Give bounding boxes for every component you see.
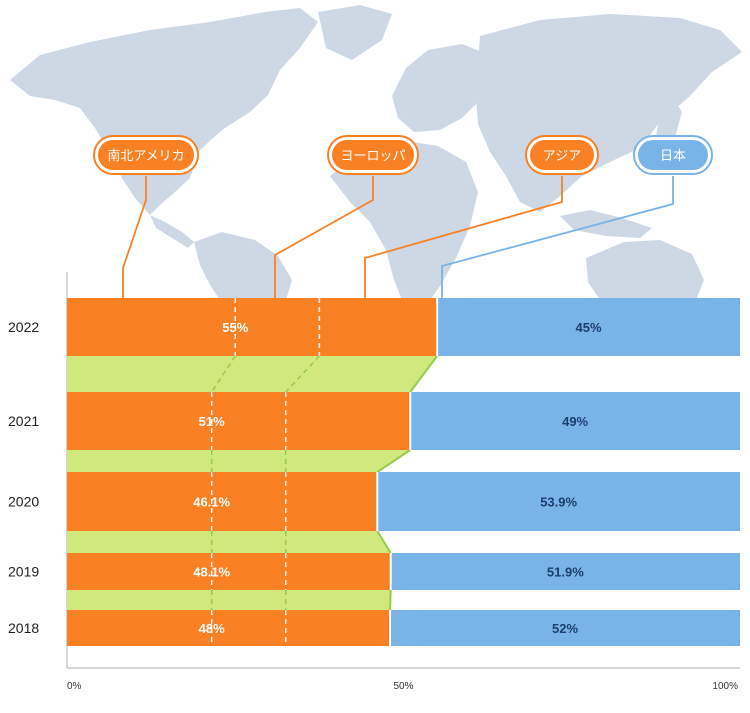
- callout-pill: [98, 140, 194, 170]
- region-divider-dashed-connector: [211, 355, 236, 393]
- europe-landmass: [392, 44, 500, 132]
- callout-label: 日本: [660, 148, 686, 163]
- year-tick-label: 2020: [8, 494, 39, 510]
- bar-connector-edge: [389, 589, 392, 611]
- japan-value-label: 51.9%: [547, 565, 584, 580]
- bar-connector-band: [67, 450, 411, 472]
- bar-connector-edge: [376, 449, 411, 473]
- callout-leader-line: [364, 176, 563, 298]
- callout-label: アジア: [543, 148, 581, 163]
- callout-pill: [638, 140, 708, 170]
- overseas-value-label: 48.1%: [193, 565, 230, 580]
- overseas-value-label: 55%: [222, 320, 248, 335]
- overseas-value-label: 51%: [199, 414, 225, 429]
- callout-label: 南北アメリカ: [107, 148, 184, 163]
- overseas-value-label: 48%: [199, 621, 225, 636]
- north-america-landmass: [10, 8, 318, 215]
- overseas-bar-segment: [67, 553, 391, 590]
- overseas-bar-segment: [67, 298, 438, 356]
- bar-connector-band: [67, 356, 438, 392]
- callout-pill: [530, 140, 594, 170]
- japan-bar-segment: [390, 610, 740, 646]
- bar-connector-band: [67, 531, 391, 553]
- overseas-value-label: 46.1%: [193, 495, 230, 510]
- x-tick-label: 100%: [712, 681, 738, 692]
- x-tick-label: 50%: [393, 681, 413, 692]
- overseas-bar-segment: [67, 610, 391, 646]
- bar-connector-edge: [409, 355, 438, 393]
- japan-value-label: 49%: [562, 414, 588, 429]
- japan-value-label: 53.9%: [540, 495, 577, 510]
- year-tick-label: 2021: [8, 413, 39, 429]
- japan-value-label: 52%: [552, 621, 578, 636]
- japan-bar-segment: [390, 553, 740, 590]
- bar-connector-edge: [376, 530, 392, 554]
- overseas-bar-segment: [67, 472, 378, 531]
- japan-value-label: 45%: [576, 320, 602, 335]
- year-tick-label: 2018: [8, 620, 39, 636]
- japan-bar-segment: [410, 392, 740, 450]
- africa-landmass: [330, 140, 478, 300]
- greenland-landmass: [318, 5, 392, 60]
- asia-landmass: [476, 14, 742, 212]
- bar-connector-band: [67, 590, 391, 610]
- japan-bar-segment: [437, 298, 740, 356]
- japan-bar-segment: [377, 472, 740, 531]
- callout-pill: [332, 140, 414, 170]
- callout-leader-line: [441, 176, 674, 298]
- year-tick-label: 2019: [8, 564, 39, 580]
- callout-label: ヨーロッパ: [340, 148, 405, 163]
- southeast-asia-islands: [560, 210, 652, 238]
- overseas-bar-segment: [67, 392, 411, 450]
- year-tick-label: 2022: [8, 319, 39, 335]
- south-america-landmass: [194, 232, 292, 300]
- australia-landmass: [586, 240, 704, 300]
- callout-leader-line: [274, 176, 374, 298]
- x-tick-label: 0%: [67, 681, 82, 692]
- central-america-landmass: [150, 215, 194, 248]
- callout-leader-line: [122, 176, 147, 298]
